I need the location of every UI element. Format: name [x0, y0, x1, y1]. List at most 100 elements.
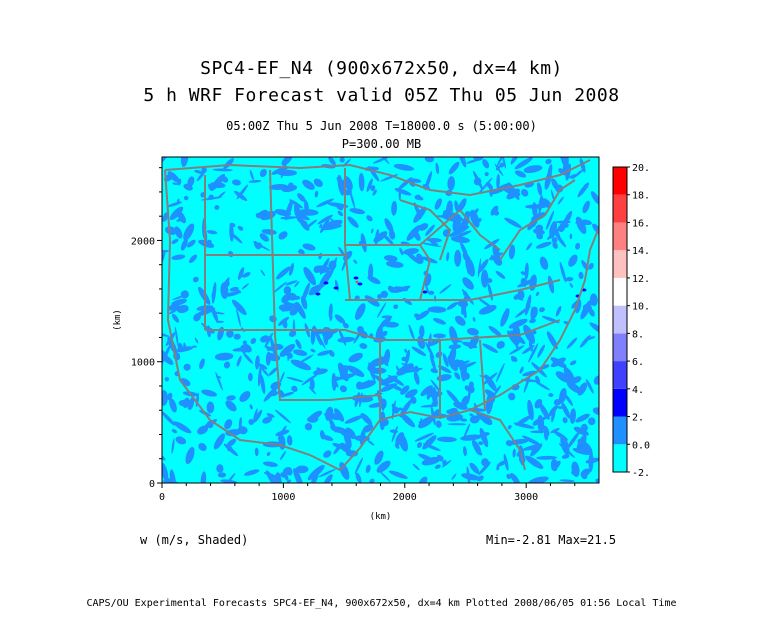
field-blob	[289, 262, 294, 276]
field-blob	[317, 214, 333, 225]
field-blob	[183, 223, 195, 241]
x-tick-label: 3000	[514, 492, 538, 503]
field-blob	[252, 241, 271, 251]
field-blob	[177, 342, 183, 353]
field-blob	[411, 346, 427, 357]
field-blob	[578, 271, 584, 280]
field-blob	[488, 325, 502, 337]
field-blob	[391, 200, 398, 216]
field-blob	[472, 170, 484, 191]
field-blob	[400, 385, 410, 395]
field-blob	[506, 188, 520, 200]
map-boundary-line	[205, 254, 561, 341]
colorbar-label: -2.	[632, 468, 650, 479]
field-blob	[230, 232, 243, 244]
field-blob	[331, 377, 339, 388]
field-blob	[583, 184, 589, 189]
field-blob	[547, 275, 555, 294]
field-blob	[532, 228, 545, 235]
field-blob	[234, 289, 242, 294]
field-blob	[435, 162, 440, 175]
field-blob	[198, 443, 207, 451]
field-blob	[232, 347, 251, 352]
field-blob	[393, 304, 399, 309]
field-blob	[448, 344, 461, 350]
field-blob	[268, 366, 279, 376]
field-blob	[560, 222, 569, 229]
field-blob	[507, 425, 512, 430]
field-blob	[552, 241, 558, 249]
field-blob-strong	[323, 281, 329, 285]
field-blob	[453, 401, 468, 410]
colorbar-label: 0.0	[632, 440, 650, 451]
field-blob	[465, 257, 475, 277]
field-blob	[299, 218, 310, 231]
field-blob	[512, 448, 516, 458]
field-blob	[582, 200, 590, 214]
field-blob	[227, 446, 233, 452]
field-blob	[461, 288, 474, 305]
field-blob	[226, 330, 234, 338]
field-blob	[484, 172, 489, 177]
field-blob	[327, 202, 349, 208]
field-blob	[370, 185, 376, 192]
field-blob	[248, 180, 262, 183]
field-blob	[466, 466, 471, 483]
field-blob	[441, 460, 452, 468]
field-blob	[317, 350, 332, 356]
field-blob	[229, 222, 234, 242]
field-blob	[470, 209, 480, 228]
field-blob	[508, 244, 516, 260]
field-blob	[419, 325, 425, 338]
field-blob	[236, 308, 241, 327]
field-blob	[162, 251, 166, 266]
field-blob	[380, 383, 398, 392]
field-blob	[258, 363, 268, 370]
field-blob	[449, 225, 470, 237]
field-blob	[167, 171, 180, 183]
field-blob	[447, 176, 456, 191]
field-blob	[289, 307, 299, 316]
field-blob	[454, 249, 462, 267]
field-blob	[504, 217, 522, 228]
field-blob	[430, 379, 441, 393]
field-blob	[562, 417, 568, 424]
field-blob	[362, 424, 374, 433]
field-blob	[171, 238, 179, 245]
field-blob	[451, 339, 463, 343]
field-blob	[462, 304, 467, 319]
field-blob	[454, 315, 466, 326]
field-blob	[324, 412, 342, 421]
field-blob	[571, 461, 580, 477]
field-blob	[171, 254, 186, 260]
field-blob	[294, 212, 310, 221]
field-blob	[285, 199, 293, 221]
field-blob	[451, 473, 457, 480]
field-blob	[585, 336, 596, 341]
field-blob	[255, 355, 260, 370]
field-blob	[569, 282, 574, 288]
colorbar-label: 16.	[632, 218, 650, 229]
field-blob	[459, 361, 477, 370]
field-blob	[162, 390, 168, 406]
field-blob	[460, 434, 482, 441]
field-blob	[224, 419, 233, 430]
field-blob	[226, 438, 237, 448]
field-blob	[587, 417, 596, 426]
shaded-field	[162, 157, 599, 483]
field-blob	[366, 178, 373, 192]
field-blob	[460, 418, 468, 422]
field-blob	[472, 317, 476, 322]
field-blob	[393, 164, 415, 171]
field-blob	[211, 281, 217, 304]
x-tick-label: 2000	[393, 492, 417, 503]
field-blob	[448, 347, 457, 365]
field-blob	[162, 249, 169, 253]
field-blob	[242, 340, 247, 345]
field-blob	[575, 242, 581, 250]
colorbar-segment	[613, 194, 627, 223]
field-blob	[391, 425, 398, 443]
field-blob	[162, 157, 168, 164]
field-blob	[493, 385, 502, 396]
field-blob	[481, 458, 490, 467]
